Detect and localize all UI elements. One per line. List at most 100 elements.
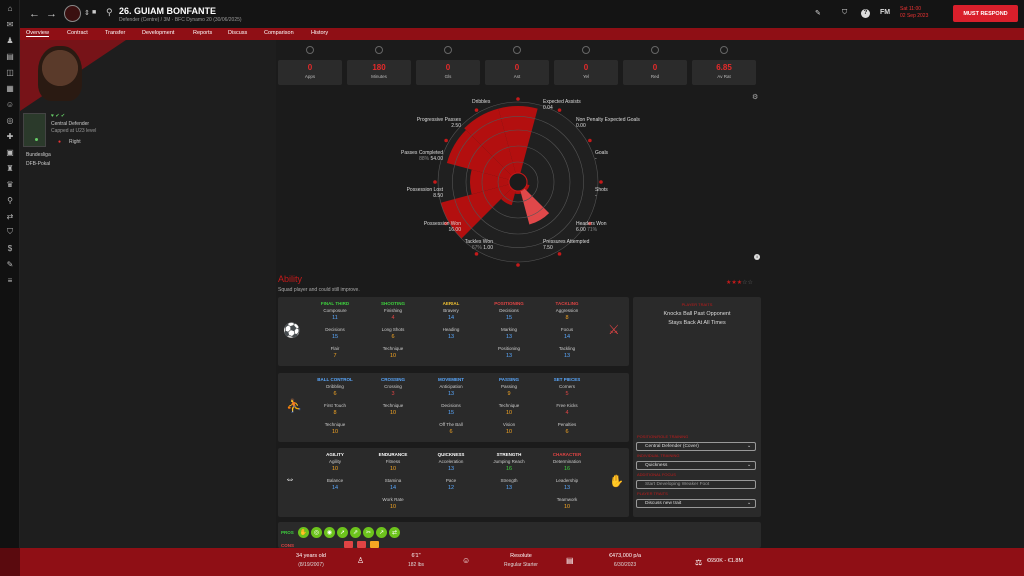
discuss-trait-dropdown[interactable]: Discuss new trait ⌄ xyxy=(636,499,756,508)
attribute-value: 13 xyxy=(505,353,513,359)
squad-icon[interactable]: ♟ xyxy=(6,35,14,45)
forward-button[interactable]: → xyxy=(46,8,57,20)
attribute-group-header: SHOOTING xyxy=(380,301,405,306)
age-info: 34 years old (8/19/2007) xyxy=(296,553,326,568)
radar-axis-dot xyxy=(474,252,479,256)
competition-dfb-pokal[interactable]: DFB-Pokal xyxy=(26,161,51,167)
stat-label: Red xyxy=(650,74,660,79)
tab-contract[interactable]: Contract xyxy=(67,30,88,36)
stat-box: 0 Apps xyxy=(278,60,342,85)
position-pitch xyxy=(23,113,46,147)
help-icon[interactable]: ? xyxy=(861,9,870,18)
fm-icon[interactable]: FM xyxy=(880,9,891,16)
attribute-value: 6 xyxy=(333,391,337,397)
individual-training-dropdown[interactable]: Quickness ⌄ xyxy=(636,461,756,470)
radar-axis-dot xyxy=(516,97,520,101)
trophy-icon[interactable]: ♛ xyxy=(6,179,14,189)
search-icon[interactable]: ⚲ xyxy=(106,7,113,17)
bottom-info-bar: 34 years old (8/19/2007) ♙ 6'1" 182 lbs ☺ … xyxy=(0,548,1024,576)
attribute-name: Finishing xyxy=(383,308,402,313)
pro-trait-icon[interactable]: ✋ xyxy=(298,527,309,538)
tab-comparison[interactable]: Comparison xyxy=(264,30,294,36)
con-trait-icon[interactable] xyxy=(370,541,379,548)
manager-avatar[interactable] xyxy=(0,548,20,576)
attribute-value: 10 xyxy=(389,466,397,472)
club-icon[interactable]: ⛉ xyxy=(7,227,13,236)
back-button[interactable]: ← xyxy=(29,8,40,20)
clipboard-icon[interactable]: ▤ xyxy=(6,51,14,61)
dropdown-label: POSITION/ROLE TRAINING xyxy=(637,434,689,439)
pro-trait-icon[interactable]: ✂ xyxy=(363,527,374,538)
info-icon[interactable]: i xyxy=(754,254,760,260)
attribute-name: Composure xyxy=(323,308,347,313)
home-icon[interactable]: ⌂ xyxy=(7,3,13,13)
attribute-name: Leadership xyxy=(555,478,579,483)
menu-icon[interactable]: ■ xyxy=(92,9,97,16)
updown-chevron-icon[interactable]: ⇕ xyxy=(84,10,90,17)
transfers-icon[interactable]: ⇄ xyxy=(6,211,14,221)
trait-item: Knocks Ball Past Opponent xyxy=(663,311,731,317)
pro-trait-icon[interactable]: ◉ xyxy=(324,527,335,538)
radar-grid-ring xyxy=(465,129,571,235)
competition-bundesliga[interactable]: Bundesliga xyxy=(26,152,51,158)
stat-box: 0 Ast xyxy=(485,60,549,85)
tab-reports[interactable]: Reports xyxy=(193,30,213,36)
attribute-value: 10 xyxy=(563,504,571,510)
pro-trait-icon[interactable]: ➚ xyxy=(337,527,348,538)
tab-bar: Overview Contract Transfer Development R… xyxy=(20,28,1024,40)
top-bar: ← → ⇕ ■ ⚲ 26. GUIAM BONFANTE Defender (C… xyxy=(20,0,1024,28)
tab-overview[interactable]: Overview xyxy=(26,30,49,37)
pro-trait-icon[interactable]: ↗ xyxy=(376,527,387,538)
reports-icon[interactable]: ≡ xyxy=(7,275,13,285)
competitions-icon[interactable]: ♜ xyxy=(6,163,14,173)
pro-trait-icon[interactable]: ⇗ xyxy=(350,527,361,538)
finances-icon[interactable]: $ xyxy=(7,243,13,253)
staff-icon[interactable]: ☺ xyxy=(5,99,15,109)
scouting-icon[interactable]: ⚲ xyxy=(7,195,13,205)
con-trait-icon[interactable] xyxy=(357,541,366,548)
position-role-dropdown[interactable]: Central Defender (Cover) ⌄ xyxy=(636,442,756,451)
stat-icon xyxy=(444,46,452,54)
attribute-group-header: AGILITY xyxy=(326,452,344,457)
inbox-icon[interactable]: ✉ xyxy=(6,19,14,29)
attribute-name: Pace xyxy=(445,478,457,483)
radar-label-progressive-passes: Progressive Passes 2.50 xyxy=(416,117,461,129)
attributes-panel-passing: ⛹ BALL CONTROL Dribbling 6 First Touch 8 Techn… xyxy=(278,373,629,442)
con-trait-icon[interactable] xyxy=(344,541,353,548)
club-badge-icon[interactable] xyxy=(64,5,81,22)
medical-icon[interactable]: ✚ xyxy=(6,131,14,141)
attribute-value: 13 xyxy=(563,485,571,491)
calendar-icon[interactable]: ▣ xyxy=(6,147,14,157)
tab-history[interactable]: History xyxy=(311,30,329,36)
additional-focus-dropdown[interactable]: Start Developing Weaker Foot xyxy=(636,480,756,489)
radar-center xyxy=(508,172,528,192)
attribute-value: 9 xyxy=(507,391,511,397)
tab-discuss[interactable]: Discuss xyxy=(228,30,248,36)
must-respond-button[interactable]: MUST RESPOND xyxy=(953,5,1018,22)
attribute-name: Tackling xyxy=(558,346,576,351)
profile-position: Central Defender xyxy=(51,121,90,127)
club-crest-icon[interactable]: ⛉ xyxy=(842,9,848,16)
radar-label-expected-assists: Expected Assists 0.04 xyxy=(543,99,581,111)
stat-box: 180 Minutes xyxy=(347,60,411,85)
pro-trait-icon[interactable]: ⇄ xyxy=(389,527,400,538)
attribute-name: Teamwork xyxy=(556,497,578,502)
pro-trait-icon[interactable]: ◎ xyxy=(311,527,322,538)
edit-icon[interactable]: ✎ xyxy=(815,10,821,17)
dropdown-label: INDIVIDUAL TRAINING xyxy=(637,453,680,458)
tactics-icon[interactable]: ◫ xyxy=(6,67,14,77)
data-icon[interactable]: ▦ xyxy=(6,83,14,93)
attribute-value: 15 xyxy=(331,334,339,340)
development-icon[interactable]: ✎ xyxy=(6,259,14,269)
tab-development[interactable]: Development xyxy=(142,30,175,36)
wage-info: €473,000 p/a 6/30/2023 xyxy=(608,553,642,568)
tab-transfer[interactable]: Transfer xyxy=(105,30,126,36)
ability-stars: ★★★☆☆ xyxy=(726,280,753,286)
attribute-value: 13 xyxy=(447,391,455,397)
settings-gear-icon[interactable]: ⚙ xyxy=(752,94,759,101)
attribute-name: Dribbling xyxy=(326,384,344,389)
attribute-value: 14 xyxy=(563,334,571,340)
attribute-value: 12 xyxy=(447,485,455,491)
training-icon[interactable]: ◎ xyxy=(6,115,14,125)
date-display[interactable]: Sat 11:00 02 Sep 2023 xyxy=(900,6,928,20)
